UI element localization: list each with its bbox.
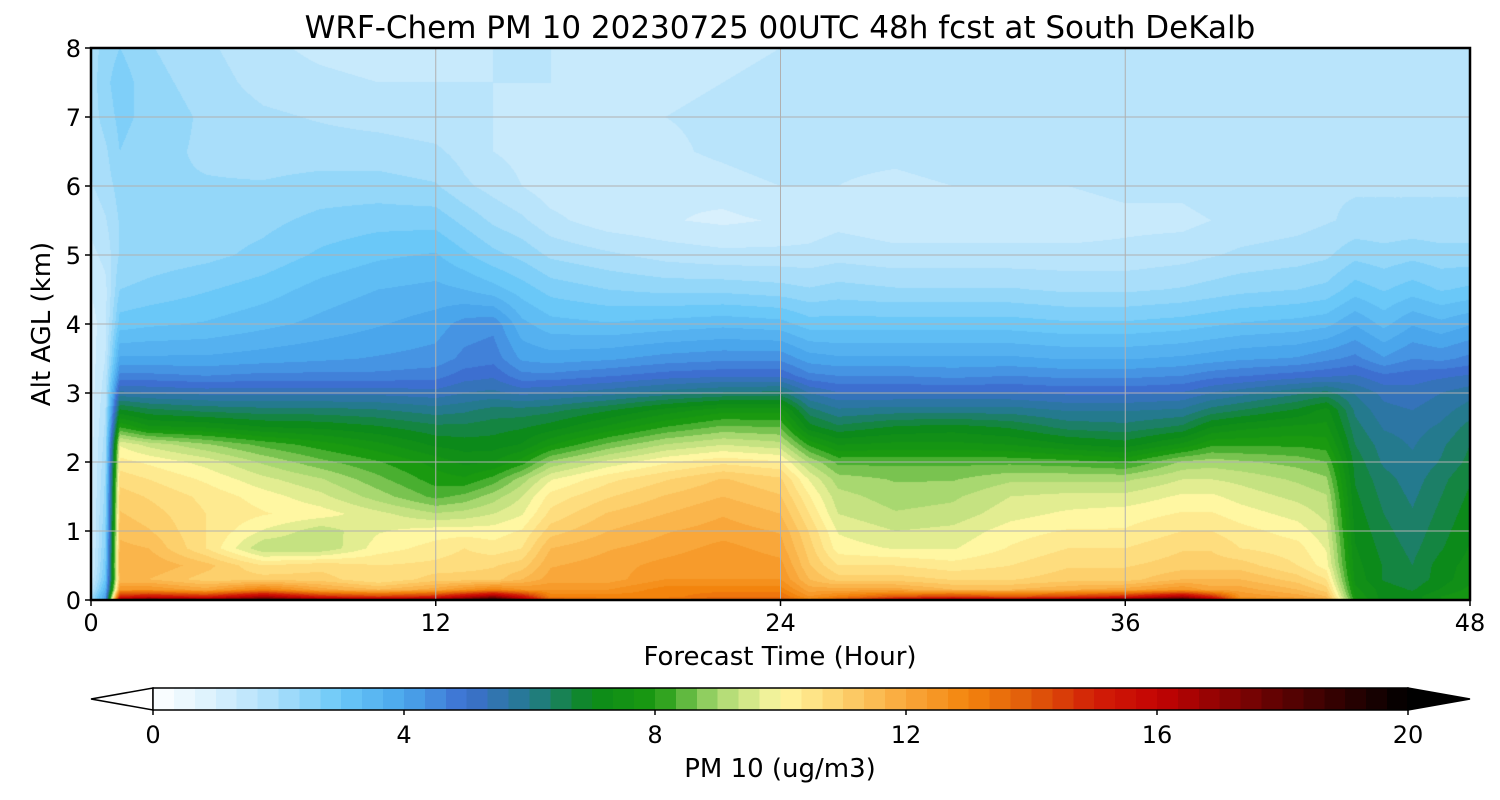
y-tick-label: 2 <box>66 449 81 477</box>
grid-lines <box>91 48 1470 600</box>
colorbar-tick-label: 20 <box>1393 721 1424 749</box>
colorbar-tick-label: 16 <box>1142 721 1173 749</box>
y-tick-label: 5 <box>66 242 81 270</box>
y-tick-label: 8 <box>66 35 81 63</box>
y-axis: 0 1 2 3 4 5 6 7 8 <box>66 35 91 615</box>
x-tick-label: 12 <box>420 609 451 637</box>
colorbar-ticks: 0 4 8 12 16 20 <box>145 710 1423 749</box>
x-axis-label: Forecast Time (Hour) <box>643 642 916 672</box>
y-tick-label: 0 <box>66 587 81 615</box>
x-axis: 0 12 24 36 48 <box>83 600 1485 637</box>
y-tick-label: 3 <box>66 380 81 408</box>
colorbar: 0 4 8 12 16 20 PM 10 (ug/m3) <box>90 687 1471 784</box>
x-tick-label: 24 <box>765 609 796 637</box>
x-tick-label: 0 <box>83 609 98 637</box>
colorbar-tick-label: 12 <box>891 721 922 749</box>
y-tick-label: 6 <box>66 173 81 201</box>
chart-title: WRF-Chem PM 10 20230725 00UTC 48h fcst a… <box>305 10 1256 46</box>
colorbar-label: PM 10 (ug/m3) <box>684 754 876 784</box>
y-tick-label: 4 <box>66 311 81 339</box>
y-axis-label: Alt AGL (km) <box>27 242 57 406</box>
x-tick-label: 48 <box>1455 609 1486 637</box>
colorbar-tick-label: 0 <box>145 721 160 749</box>
colorbar-high-extend <box>1407 687 1471 711</box>
y-tick-label: 7 <box>66 104 81 132</box>
x-tick-label: 36 <box>1110 609 1141 637</box>
colorbar-tick-label: 4 <box>396 721 411 749</box>
y-tick-label: 1 <box>66 518 81 546</box>
colorbar-low-extend <box>90 687 154 711</box>
colorbar-body <box>152 687 1409 711</box>
colorbar-tick-label: 8 <box>647 721 662 749</box>
